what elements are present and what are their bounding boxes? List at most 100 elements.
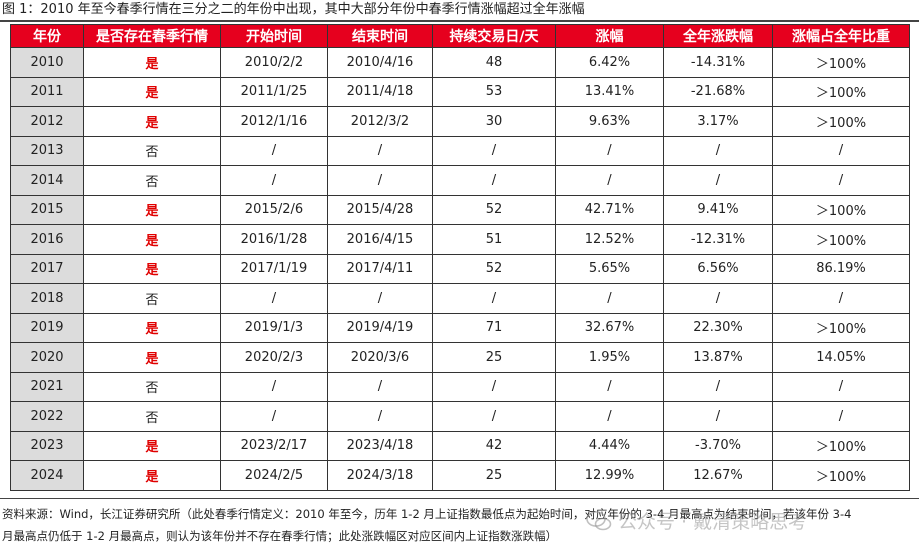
annual-change-cell: -14.31% <box>663 47 773 78</box>
gain-share-cell: / <box>772 165 910 196</box>
gain-cell: 9.63% <box>555 106 664 137</box>
trading-days-cell: / <box>432 165 556 196</box>
year-cell: 2015 <box>10 194 84 225</box>
year-cell: 2018 <box>10 283 84 314</box>
table-row: 2013 否 / / / / / / <box>10 135 910 166</box>
spring-rally-table: 年份 是否存在春季行情 开始时间 结束时间 持续交易日/天 涨幅 全年涨跌幅 涨幅占全年比重 … <box>10 24 910 491</box>
table-row: 2015 是 2015/2/6 2015/4/28 52 42.71% 9.41% ＞100% <box>10 194 910 225</box>
table-body: 2010 是 2010/2/2 2010/4/16 48 6.42% -14.31% ＞100… <box>10 47 910 491</box>
gain-share-cell: 86.19% <box>772 253 910 284</box>
spring-rally-flag-cell: 是 <box>83 430 221 461</box>
annual-change-cell: / <box>663 135 773 166</box>
trading-days-cell: 25 <box>432 342 556 373</box>
year-cell: 2010 <box>10 47 84 78</box>
start-date-cell: 2012/1/16 <box>220 106 328 137</box>
gain-share-cell: ＞100% <box>772 430 910 461</box>
annual-change-cell: -3.70% <box>663 430 773 461</box>
gain-cell: 12.99% <box>555 460 664 491</box>
trading-days-cell: / <box>432 283 556 314</box>
trading-days-cell: 48 <box>432 47 556 78</box>
trading-days-cell: 25 <box>432 460 556 491</box>
gain-share-cell: ＞100% <box>772 76 910 107</box>
table-row: 2011 是 2011/1/25 2011/4/18 53 13.41% -21.68% ＞1… <box>10 76 910 107</box>
annual-change-cell: 13.87% <box>663 342 773 373</box>
start-date-cell: 2011/1/25 <box>220 76 328 107</box>
gain-cell: / <box>555 371 664 402</box>
gain-share-cell: ＞100% <box>772 194 910 225</box>
source-note: 资料来源：Wind，长江证券研究所（此处春季行情定义：2010 年至今，历年 1… <box>2 503 917 547</box>
annual-change-cell: / <box>663 371 773 402</box>
spring-rally-flag-cell: 否 <box>83 135 221 166</box>
figure-title: 图 1：2010 年至今春季行情在三分之二的年份中出现，其中大部分年份中春季行情… <box>2 2 585 17</box>
trading-days-cell: 52 <box>432 194 556 225</box>
annual-change-cell: 9.41% <box>663 194 773 225</box>
spring-rally-flag-cell: 是 <box>83 460 221 491</box>
gain-share-cell: ＞100% <box>772 224 910 255</box>
year-cell: 2019 <box>10 312 84 343</box>
annual-change-cell: 3.17% <box>663 106 773 137</box>
year-cell: 2017 <box>10 253 84 284</box>
year-cell: 2016 <box>10 224 84 255</box>
year-cell: 2021 <box>10 371 84 402</box>
annual-change-cell: / <box>663 165 773 196</box>
wechat-icon <box>586 510 612 530</box>
column-header: 涨幅 <box>555 24 664 48</box>
gain-cell: 42.71% <box>555 194 664 225</box>
source-note-line-1: 资料来源：Wind，长江证券研究所（此处春季行情定义：2010 年至今，历年 1… <box>2 507 852 521</box>
end-date-cell: / <box>327 401 433 432</box>
table-row: 2023 是 2023/2/17 2023/4/18 42 4.44% -3.70% ＞100… <box>10 430 910 461</box>
gain-cell: / <box>555 283 664 314</box>
start-date-cell: 2024/2/5 <box>220 460 328 491</box>
table-row: 2021 否 / / / / / / <box>10 371 910 402</box>
year-cell: 2023 <box>10 430 84 461</box>
start-date-cell: 2019/1/3 <box>220 312 328 343</box>
start-date-cell: 2015/2/6 <box>220 194 328 225</box>
gain-share-cell: / <box>772 371 910 402</box>
annual-change-cell: 6.56% <box>663 253 773 284</box>
year-cell: 2022 <box>10 401 84 432</box>
spring-rally-flag-cell: 是 <box>83 253 221 284</box>
table-row: 2016 是 2016/1/28 2016/4/15 51 12.52% -12.31% ＞1… <box>10 224 910 255</box>
year-cell: 2024 <box>10 460 84 491</box>
table-row: 2017 是 2017/1/19 2017/4/11 52 5.65% 6.56% 86.19… <box>10 253 910 284</box>
gain-cell: / <box>555 401 664 432</box>
start-date-cell: 2017/1/19 <box>220 253 328 284</box>
gain-cell: 13.41% <box>555 76 664 107</box>
start-date-cell: / <box>220 371 328 402</box>
gain-cell: 32.67% <box>555 312 664 343</box>
trading-days-cell: 51 <box>432 224 556 255</box>
gain-share-cell: / <box>772 283 910 314</box>
end-date-cell: 2016/4/15 <box>327 224 433 255</box>
year-cell: 2012 <box>10 106 84 137</box>
trading-days-cell: / <box>432 371 556 402</box>
watermark: 公众号 · 戴清策略思考 <box>586 507 807 534</box>
end-date-cell: 2012/3/2 <box>327 106 433 137</box>
table-row: 2019 是 2019/1/3 2019/4/19 71 32.67% 22.30% ＞100… <box>10 312 910 343</box>
start-date-cell: / <box>220 135 328 166</box>
annual-change-cell: / <box>663 401 773 432</box>
watermark-text: 公众号 · 戴清策略思考 <box>618 511 808 533</box>
gain-share-cell: ＞100% <box>772 106 910 137</box>
gain-cell: 12.52% <box>555 224 664 255</box>
table-row: 2022 否 / / / / / / <box>10 401 910 432</box>
gain-share-cell: ＞100% <box>772 47 910 78</box>
end-date-cell: 2023/4/18 <box>327 430 433 461</box>
trading-days-cell: / <box>432 135 556 166</box>
spring-rally-flag-cell: 否 <box>83 371 221 402</box>
end-date-cell: 2015/4/28 <box>327 194 433 225</box>
gain-cell: / <box>555 165 664 196</box>
column-header: 是否存在春季行情 <box>83 24 221 48</box>
column-header: 涨幅占全年比重 <box>772 24 910 48</box>
spring-rally-flag-cell: 是 <box>83 342 221 373</box>
end-date-cell: 2011/4/18 <box>327 76 433 107</box>
trading-days-cell: 42 <box>432 430 556 461</box>
gain-cell: 6.42% <box>555 47 664 78</box>
gain-share-cell: / <box>772 135 910 166</box>
year-cell: 2020 <box>10 342 84 373</box>
spring-rally-flag-cell: 否 <box>83 165 221 196</box>
gain-cell: 4.44% <box>555 430 664 461</box>
column-header: 年份 <box>10 24 84 48</box>
column-header: 开始时间 <box>220 24 328 48</box>
annual-change-cell: -21.68% <box>663 76 773 107</box>
annual-change-cell: -12.31% <box>663 224 773 255</box>
